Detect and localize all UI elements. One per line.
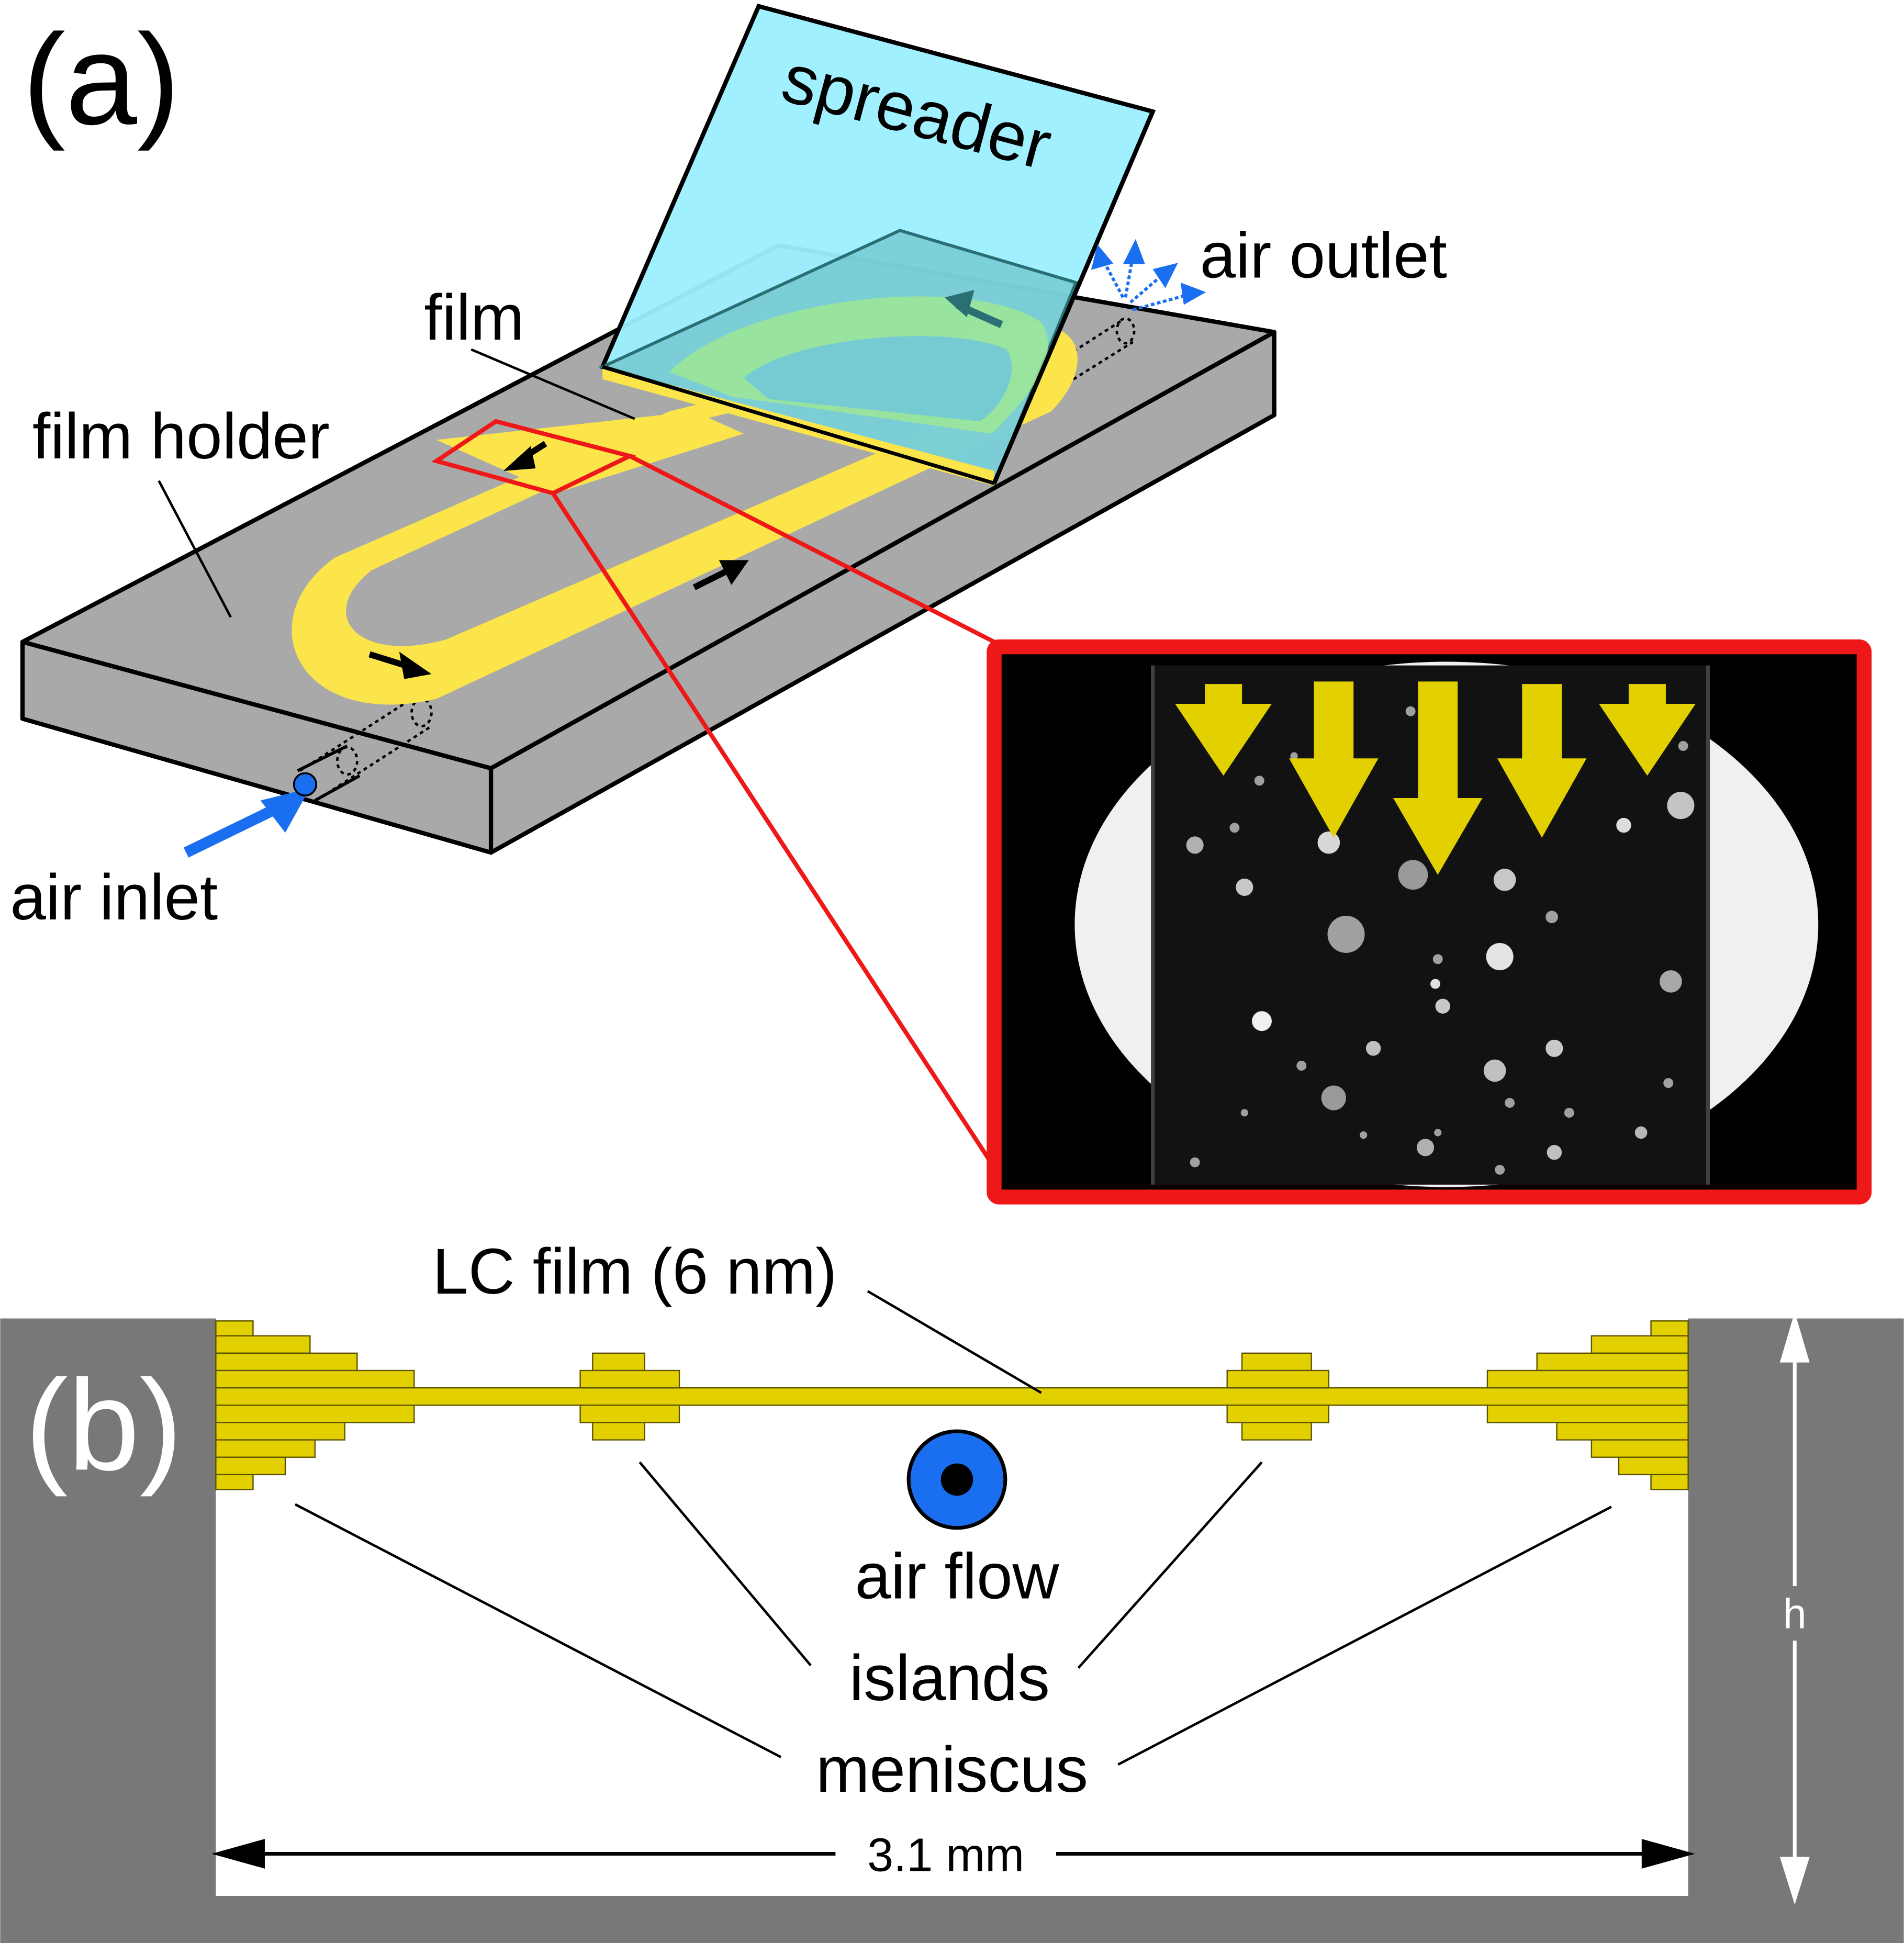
air-flow-symbol — [906, 1429, 1007, 1530]
panel-b-letter: (b) — [25, 1353, 183, 1497]
film-flow-arrows — [368, 441, 749, 679]
air-inlet-label: air inlet — [10, 862, 218, 934]
height-dimension — [1779, 1311, 1810, 1905]
leader-lines — [158, 348, 635, 618]
spreader: spreader — [598, 3, 1156, 486]
microscope-inset — [987, 639, 1872, 1205]
panel-a-letter: (a) — [23, 8, 180, 152]
meniscus-label: meniscus — [816, 1734, 1088, 1806]
islands-label: islands — [849, 1643, 1050, 1714]
width-label: 3.1 mm — [867, 1829, 1024, 1882]
channel-gap — [216, 1318, 1688, 1896]
lc-film-stack — [215, 1320, 1689, 1490]
film-holder-label: film holder — [32, 401, 330, 473]
width-dimension — [211, 1839, 1695, 1869]
height-label: h — [1783, 1591, 1807, 1638]
lc-film-label: LC film (6 nm) — [432, 1236, 837, 1308]
zoom-indicator — [431, 419, 996, 1169]
film-label: film — [424, 282, 524, 354]
panel-b: h 3.1 mm (b) LC film (6 nm) air flow isl… — [0, 1236, 1904, 1943]
air-flow-label: air flow — [855, 1541, 1059, 1613]
panel-a: (a) — [10, 3, 1872, 1205]
inlet-air-arrow — [183, 772, 317, 858]
inset-yellow-arrows — [1175, 681, 1696, 875]
outlet-air-arrows — [1091, 239, 1206, 311]
air-outlet-label: air outlet — [1200, 220, 1447, 291]
panel-b-leader-lines — [294, 1290, 1612, 1766]
islands-field — [1186, 706, 1695, 1175]
